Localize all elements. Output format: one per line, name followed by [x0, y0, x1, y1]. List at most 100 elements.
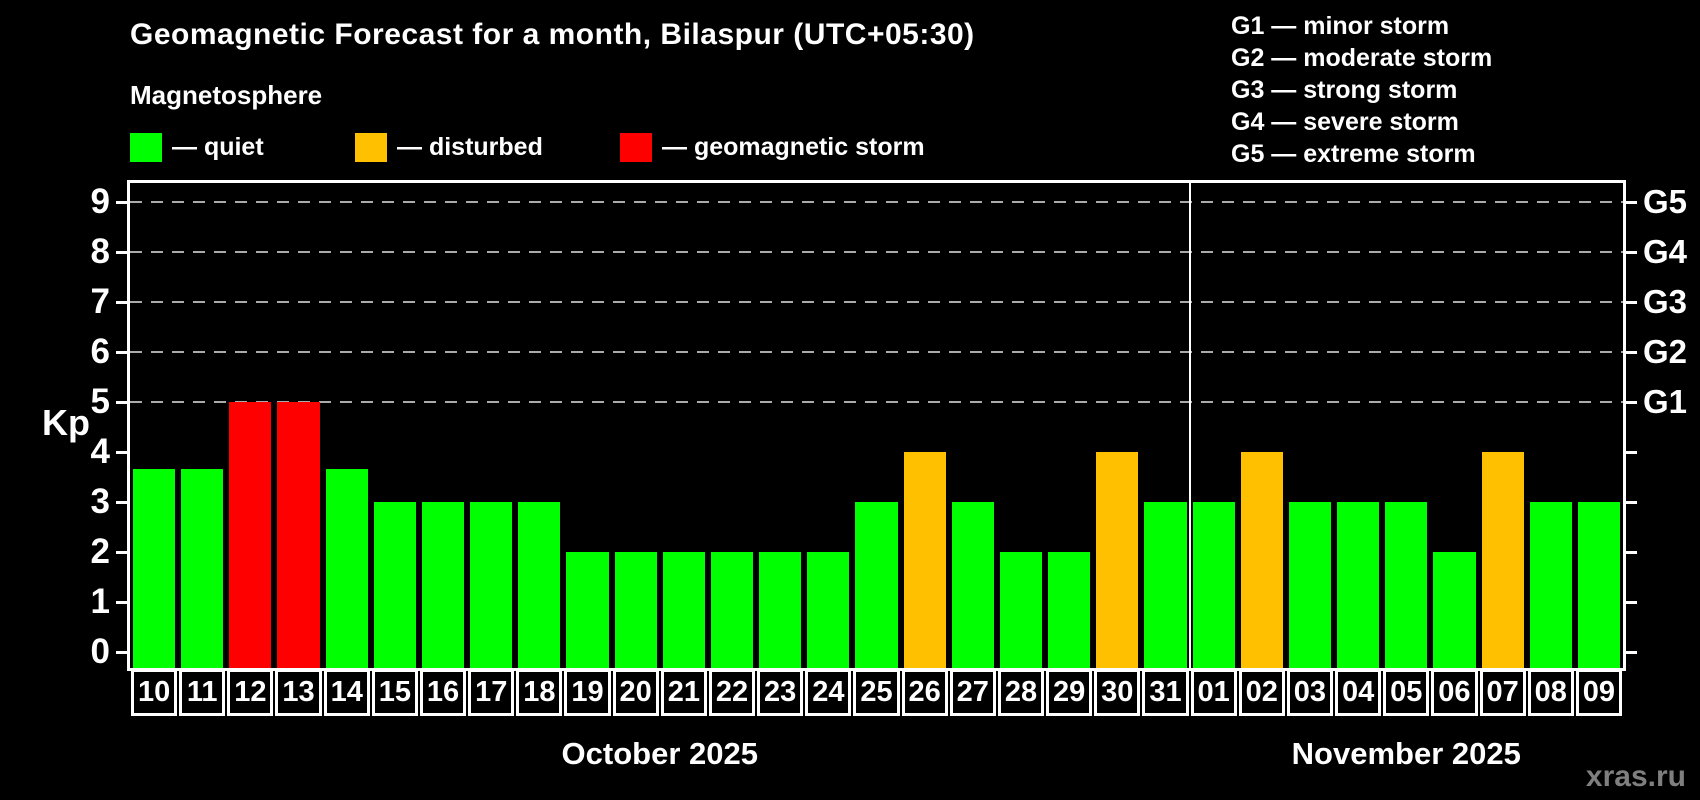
chart-subtitle: Magnetosphere — [130, 80, 323, 110]
g-tick-label-g4: G4 — [1643, 233, 1688, 270]
y-tick-left — [116, 201, 130, 204]
kp-bar-27 — [951, 502, 994, 668]
day-label: 01 — [1190, 669, 1237, 716]
gridline-kp9 — [130, 201, 1623, 203]
day-label: 25 — [853, 669, 900, 716]
g-tick-label-g1: G1 — [1643, 383, 1688, 420]
kp-bar-10 — [133, 468, 176, 668]
month-label: October 2025 — [561, 736, 758, 771]
y-tick-label: 3 — [90, 482, 110, 521]
y-tick-label: 5 — [90, 382, 110, 421]
g-legend-line: G4 — severe storm — [1231, 108, 1459, 136]
x-axis-day-labels: 10 11 12 13 14 15 16 17 18 19 20 21 22 23 24 25 26 27 28 29… — [130, 669, 1624, 716]
kp-bar-13 — [277, 402, 320, 668]
month-label: November 2025 — [1291, 736, 1521, 771]
g-tick-label-g2: G2 — [1643, 333, 1688, 370]
y-tick-left — [116, 451, 130, 454]
gridline-kp6 — [130, 351, 1623, 353]
day-label: 21 — [660, 669, 707, 716]
month-separator — [1188, 183, 1191, 668]
y-tick-right — [1623, 251, 1637, 254]
kp-bar-28 — [999, 552, 1043, 668]
kp-bar-22 — [710, 552, 754, 668]
legend-label-quiet: — quiet — [172, 133, 264, 161]
kp-bar-16 — [421, 502, 465, 668]
quiet-swatch — [130, 133, 162, 162]
kp-bar-04 — [1337, 502, 1380, 668]
y-tick-right — [1623, 301, 1637, 304]
day-label: 04 — [1335, 669, 1382, 716]
kp-bar-09 — [1577, 502, 1620, 668]
y-tick-right — [1623, 201, 1637, 204]
day-label: 23 — [757, 669, 804, 716]
disturbed-swatch — [355, 133, 387, 162]
legend-item-storm: — geomagnetic storm — [620, 133, 925, 162]
y-tick-label: 1 — [90, 582, 110, 621]
kp-bar-20 — [614, 552, 657, 668]
day-label: 07 — [1479, 669, 1526, 716]
day-label: 08 — [1527, 669, 1574, 716]
kp-bar-06 — [1433, 552, 1476, 668]
y-tick-left — [116, 301, 130, 304]
legend-label-disturbed: — disturbed — [397, 133, 543, 161]
legend-item-disturbed: — disturbed — [355, 133, 543, 162]
y-tick-right — [1623, 501, 1637, 504]
y-tick-right — [1623, 651, 1637, 654]
kp-bar-23 — [759, 552, 802, 668]
kp-bar-17 — [470, 502, 513, 668]
g-legend-line: G1 — minor storm — [1231, 12, 1450, 40]
day-label: 16 — [419, 669, 467, 716]
kp-bar-29 — [1048, 552, 1091, 668]
kp-bar-26 — [903, 452, 946, 668]
y-tick-label: 8 — [90, 232, 110, 271]
legend-item-quiet: — quiet — [130, 133, 264, 162]
day-label: 03 — [1286, 669, 1334, 716]
y-tick-label: 4 — [90, 432, 110, 471]
g-tick-label-g3: G3 — [1643, 283, 1688, 320]
storm-swatch — [620, 133, 652, 162]
y-tick-label: 9 — [90, 182, 110, 221]
y-tick-left — [116, 651, 130, 654]
y-axis-label: Kp — [42, 402, 90, 443]
watermark: xras.ru — [1585, 760, 1686, 793]
day-label: 10 — [131, 669, 178, 716]
g-legend-line: G5 — extreme storm — [1231, 140, 1476, 168]
kp-bar-05 — [1385, 502, 1428, 668]
day-label: 13 — [275, 669, 322, 716]
day-label: 27 — [949, 669, 996, 716]
kp-bar-21 — [662, 552, 705, 668]
day-label: 26 — [901, 669, 948, 716]
day-label: 30 — [1094, 669, 1141, 716]
g-tick-label-g5: G5 — [1643, 183, 1688, 220]
kp-bar-15 — [373, 502, 416, 668]
y-tick-label: 6 — [90, 332, 110, 371]
kp-bar-07 — [1481, 452, 1524, 668]
day-label: 29 — [1046, 669, 1093, 716]
day-label: 12 — [227, 669, 274, 716]
kp-bar-11 — [181, 468, 224, 668]
day-label: 09 — [1575, 669, 1622, 716]
day-label: 06 — [1431, 669, 1478, 716]
day-label: 28 — [997, 669, 1045, 716]
chart-title: Geomagnetic Forecast for a month, Bilasp… — [130, 18, 975, 51]
kp-bar-03 — [1288, 502, 1332, 668]
y-tick-left — [116, 601, 130, 604]
y-tick-right — [1623, 451, 1637, 454]
y-tick-right — [1623, 551, 1637, 554]
day-label: 22 — [708, 669, 756, 716]
kp-bar-31 — [1144, 502, 1187, 668]
y-tick-left — [116, 251, 130, 254]
plot-area: 0 1 2 3 4 5 6 7 8 9 G1 G2 G3 G4 G5 — [91, 180, 1687, 671]
kp-bar-24 — [807, 552, 850, 668]
day-label: 19 — [564, 669, 611, 716]
kp-bar-30 — [1096, 452, 1139, 668]
day-label: 15 — [371, 669, 418, 716]
kp-bar-02 — [1240, 452, 1283, 668]
y-tick-left — [116, 501, 130, 504]
y-tick-label: 0 — [90, 632, 110, 671]
y-tick-left — [116, 351, 130, 354]
y-tick-label: 7 — [90, 282, 110, 321]
g-scale-legend: G1 — minor storm G2 — moderate storm G3 — … — [1231, 10, 1492, 170]
gridline-kp8 — [130, 251, 1623, 253]
